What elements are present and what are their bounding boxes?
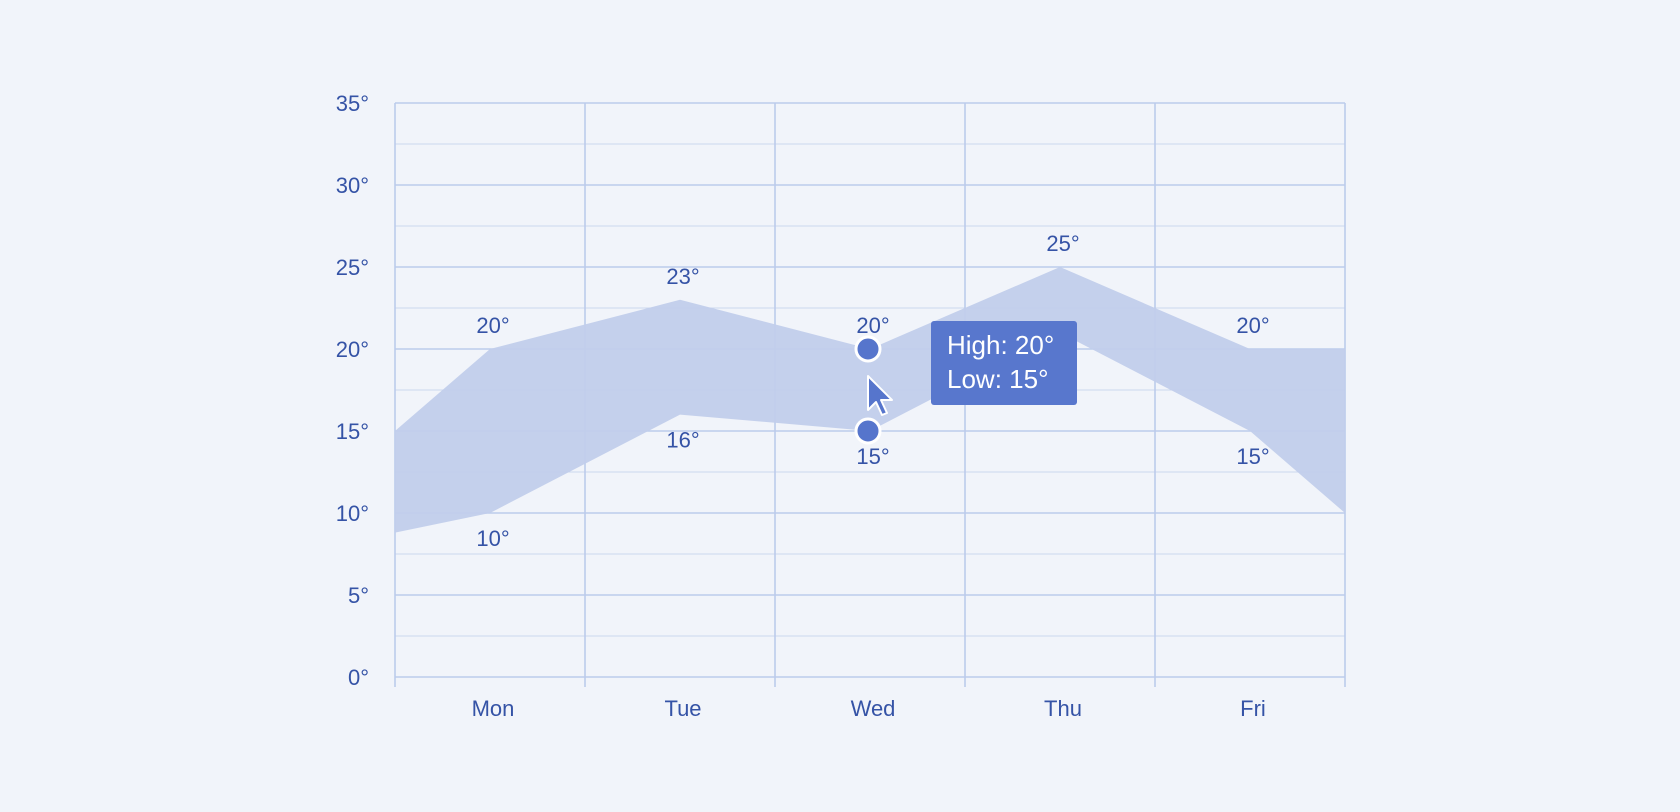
tooltip-high-text: High: 20° [947, 330, 1054, 360]
y-tick-label: 5° [348, 583, 369, 608]
highlight[interactable] [854, 335, 882, 445]
y-tick-label: 30° [336, 173, 369, 198]
y-tick-label: 20° [336, 337, 369, 362]
low-value-label: 10° [476, 526, 509, 551]
mouse-cursor-icon [867, 375, 893, 416]
cursor-arrow-shape [867, 375, 893, 416]
x-tick-label: Wed [851, 696, 896, 721]
y-tick-label: 10° [336, 501, 369, 526]
y-tick-label: 25° [336, 255, 369, 280]
tooltip-low-text: Low: 15° [947, 364, 1048, 394]
tooltip: High: 20° Low: 15° [931, 321, 1077, 405]
x-tick-label: Fri [1240, 696, 1266, 721]
high-value-label: 25° [1046, 231, 1079, 256]
x-tick-label: Tue [664, 696, 701, 721]
high-value-label: 20° [856, 313, 889, 338]
low-value-label: 16° [666, 428, 699, 453]
low-value-label: 15° [856, 444, 889, 469]
low-marker [854, 417, 882, 445]
x-tick-label: Thu [1044, 696, 1082, 721]
tooltip-background [931, 321, 1077, 405]
x-tick-label: Mon [472, 696, 515, 721]
high-value-label: 20° [476, 313, 509, 338]
y-tick-label: 15° [336, 419, 369, 444]
y-tick-label: 35° [336, 91, 369, 116]
low-value-label: 15° [1236, 444, 1269, 469]
high-marker [854, 335, 882, 363]
axes: 0° 5° 10° 15° 20° 25° 30° 35° Mon Tue Wed Thu Fri [336, 91, 1266, 721]
data-labels: 20° 10° 23° 16° 20° 15° 25° 20° 15° [476, 231, 1269, 551]
y-tick-label: 0° [348, 665, 369, 690]
high-value-label: 20° [1236, 313, 1269, 338]
high-value-label: 23° [666, 264, 699, 289]
